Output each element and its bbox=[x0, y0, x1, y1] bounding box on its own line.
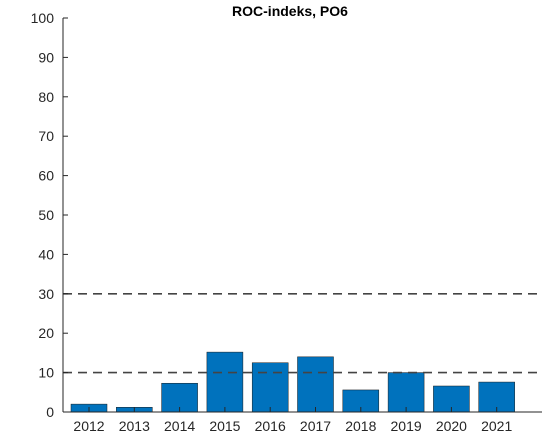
x-tick-label-2021: 2021 bbox=[481, 418, 512, 434]
y-tick-label-90: 90 bbox=[38, 49, 54, 65]
x-tick-label-2018: 2018 bbox=[345, 418, 376, 434]
y-tick-label-70: 70 bbox=[38, 128, 54, 144]
y-tick-label-0: 0 bbox=[46, 404, 54, 420]
y-tick-label-80: 80 bbox=[38, 89, 54, 105]
bar-2017 bbox=[297, 356, 334, 413]
x-tick-label-2017: 2017 bbox=[300, 418, 331, 434]
y-tick-label-40: 40 bbox=[38, 246, 54, 262]
x-tick-label-2013: 2013 bbox=[119, 418, 150, 434]
x-tick-label-2020: 2020 bbox=[436, 418, 467, 434]
chart-title: ROC-indeks, PO6 bbox=[232, 3, 348, 19]
y-tick-label-20: 20 bbox=[38, 325, 54, 341]
reference-lines-layer bbox=[63, 292, 542, 374]
x-tick-label-2014: 2014 bbox=[164, 418, 195, 434]
y-tick-label-10: 10 bbox=[38, 365, 54, 381]
y-tick-label-50: 50 bbox=[38, 207, 54, 223]
x-tick-label-2015: 2015 bbox=[209, 418, 240, 434]
x-tick-label-2012: 2012 bbox=[73, 418, 104, 434]
bar-2015 bbox=[206, 351, 244, 413]
y-tick-label-100: 100 bbox=[31, 10, 55, 26]
bar-2019 bbox=[387, 372, 425, 413]
bars-layer bbox=[70, 351, 515, 413]
bar-2016 bbox=[251, 362, 289, 413]
x-tick-label-2019: 2019 bbox=[391, 418, 422, 434]
axes-layer bbox=[62, 18, 542, 413]
x-tick-label-2016: 2016 bbox=[255, 418, 286, 434]
y-tick-label-60: 60 bbox=[38, 168, 54, 184]
y-ticks-layer: 0 10 20 30 40 50 60 70 80 90 100 bbox=[31, 10, 68, 420]
y-tick-label-30: 30 bbox=[38, 286, 54, 302]
x-ticks-layer: 2012 2013 2014 2015 2016 2017 2018 2019 2020 2021 bbox=[73, 407, 512, 434]
